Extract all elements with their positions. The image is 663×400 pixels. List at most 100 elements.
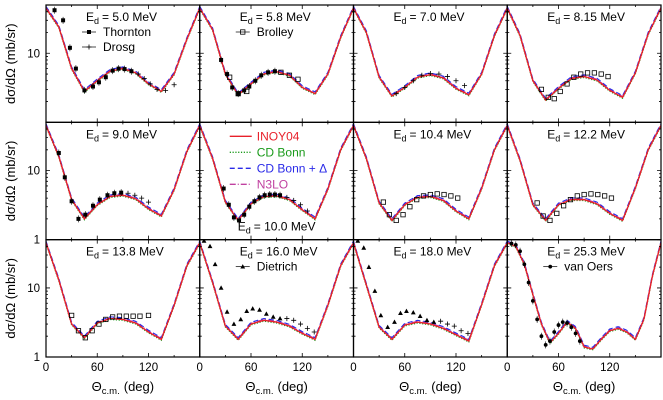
data-point bbox=[291, 317, 297, 323]
data-point bbox=[82, 88, 87, 93]
data-point bbox=[236, 91, 241, 96]
data-point bbox=[259, 73, 264, 78]
legend-label: CD Bonn + Δ bbox=[257, 161, 327, 175]
data-point bbox=[262, 193, 267, 198]
data-point bbox=[230, 85, 235, 90]
data-point bbox=[427, 191, 433, 198]
data-point bbox=[263, 311, 269, 316]
data-point bbox=[96, 80, 101, 85]
data-point bbox=[231, 321, 237, 326]
data-point bbox=[434, 191, 440, 197]
data-point bbox=[76, 216, 81, 221]
legend-label: CD Bonn bbox=[257, 145, 306, 159]
data-point bbox=[602, 193, 608, 199]
series-line-cd-bonn bbox=[507, 243, 661, 351]
legend-label: N3LO bbox=[257, 177, 288, 191]
data-point bbox=[571, 74, 577, 80]
legend-label: Drosg bbox=[103, 40, 135, 54]
data-point bbox=[547, 217, 553, 224]
data-point bbox=[69, 312, 75, 319]
data-point bbox=[125, 190, 131, 196]
data-points-drosg bbox=[284, 316, 317, 335]
data-point bbox=[123, 313, 129, 319]
data-point bbox=[224, 309, 230, 314]
data-point bbox=[584, 70, 591, 76]
data-points-dietrich bbox=[355, 239, 437, 330]
data-point bbox=[272, 192, 277, 197]
data-point bbox=[171, 82, 177, 88]
data-point bbox=[540, 213, 546, 219]
data-point bbox=[438, 318, 444, 324]
data-point bbox=[267, 192, 272, 197]
data-point bbox=[311, 329, 317, 335]
panel-5: 1 10 Ed = 9.0 MeV bbox=[27, 121, 201, 247]
data-point bbox=[526, 280, 531, 285]
data-point bbox=[380, 199, 386, 205]
data-point bbox=[286, 72, 293, 78]
data-point bbox=[465, 330, 471, 336]
y-tick-label: 1 bbox=[34, 352, 40, 364]
y-axis-label: dσ/dΩ (mb/sr) bbox=[3, 258, 18, 339]
data-points-brolley bbox=[380, 191, 461, 224]
data-point bbox=[595, 191, 601, 198]
legend: Brolley bbox=[235, 25, 293, 39]
x-tick-label: 0 bbox=[197, 362, 203, 374]
data-point bbox=[266, 70, 271, 75]
legend-label: INOY04 bbox=[257, 129, 300, 143]
series-line-inoy04 bbox=[199, 242, 354, 341]
data-point bbox=[278, 69, 284, 75]
panel-8: Ed = 12.2 MeV bbox=[506, 121, 662, 241]
data-point bbox=[581, 191, 587, 198]
data-point bbox=[419, 72, 425, 78]
data-point bbox=[552, 330, 557, 334]
data-point bbox=[122, 67, 127, 72]
data-point bbox=[212, 261, 218, 267]
data-point bbox=[253, 78, 258, 83]
data-points-brolley bbox=[69, 312, 152, 341]
data-points-drosg bbox=[125, 190, 151, 205]
data-point bbox=[257, 195, 262, 200]
data-point bbox=[52, 8, 57, 13]
data-point bbox=[75, 328, 82, 334]
panel-energy-label: Ed = 5.0 MeV bbox=[86, 10, 157, 26]
panel-energy-label: Ed = 7.0 MeV bbox=[394, 10, 465, 26]
x-tick-label: 120 bbox=[446, 362, 465, 374]
data-point bbox=[444, 321, 450, 327]
data-point bbox=[385, 324, 391, 330]
y-axis-label: dσ/dΩ (mb/sr) bbox=[3, 141, 18, 222]
x-axis-label: Θc.m. (deg) bbox=[92, 379, 154, 397]
data-point bbox=[298, 202, 304, 208]
legend-marker bbox=[240, 264, 246, 269]
data-point bbox=[201, 239, 207, 243]
data-point bbox=[453, 78, 459, 84]
panel-energy-label: Ed = 8.15 MeV bbox=[547, 10, 625, 26]
data-point bbox=[207, 243, 213, 249]
data-point bbox=[530, 298, 535, 303]
data-point bbox=[132, 192, 138, 198]
data-point bbox=[398, 310, 403, 316]
data-point bbox=[272, 69, 277, 74]
data-point bbox=[284, 316, 290, 322]
data-point bbox=[548, 339, 552, 343]
x-tick-label: 120 bbox=[139, 362, 158, 374]
data-point bbox=[145, 312, 152, 319]
data-point bbox=[73, 66, 78, 71]
data-point bbox=[355, 239, 361, 243]
data-point bbox=[451, 323, 457, 329]
y-tick-label: 10 bbox=[27, 166, 40, 178]
x-axis-label: Θc.m. (deg) bbox=[245, 379, 307, 397]
data-point bbox=[278, 193, 283, 198]
x-tick-label: 0 bbox=[504, 362, 510, 374]
data-point bbox=[556, 323, 561, 327]
data-point bbox=[110, 68, 115, 73]
data-point bbox=[163, 87, 169, 93]
data-point bbox=[244, 308, 250, 314]
data-points-brolley bbox=[538, 70, 611, 102]
panel-7: Ed = 10.4 MeV bbox=[352, 121, 508, 241]
legend-marker bbox=[240, 29, 246, 35]
data-point bbox=[277, 315, 283, 321]
